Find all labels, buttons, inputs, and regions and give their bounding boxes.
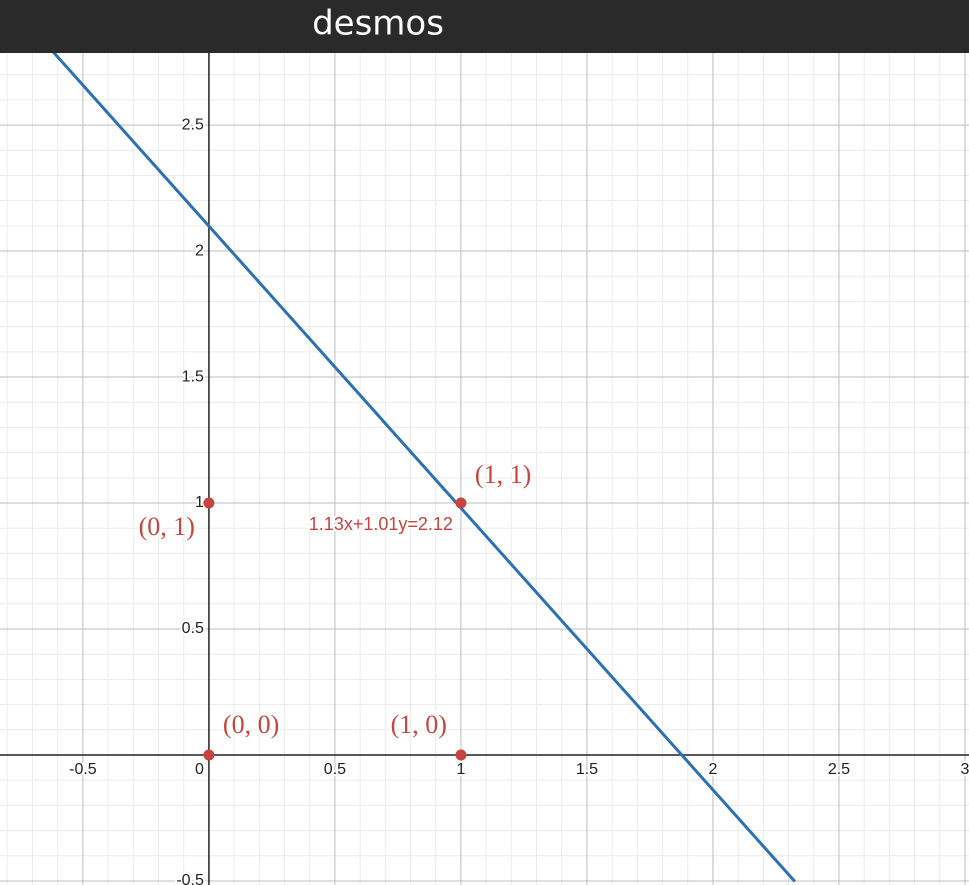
x-tick-label: 0.5 [324,761,346,778]
y-tick-label: 1 [195,494,204,511]
x-tick-label: 2.5 [828,761,850,778]
graph-area: -0.5 0 0.5 1 1.5 2 2.5 3 -0.5 0.5 1 1.5 2 2.5 (0, 0) (1… [0,49,969,885]
point-label: (1, 0) [391,710,447,739]
point-label: (0, 0) [223,710,279,739]
line-graph [50,49,796,883]
x-tick-label: 3 [961,761,969,778]
equation-label: 1.13x+1.01y=2.12 [309,514,453,534]
point-label: (0, 1) [139,512,195,541]
x-tick-label: -0.5 [69,761,97,778]
app-title: desmos [312,4,444,44]
y-tick-label: -0.5 [176,872,204,885]
x-tick-label: 1 [456,761,465,778]
point [455,497,467,509]
y-tick-label: 2 [195,242,204,259]
point [455,749,467,761]
header-bar [0,0,969,53]
y-tick-label: 0.5 [182,620,204,637]
y-tick-label: 1.5 [182,368,204,385]
x-tick-label: 1.5 [576,761,598,778]
point [203,497,215,509]
y-tick-label: 2.5 [182,116,204,133]
point [203,749,215,761]
x-tick-label: 0 [195,761,204,778]
x-tick-label: 2 [708,761,717,778]
point-label: (1, 1) [475,460,531,489]
